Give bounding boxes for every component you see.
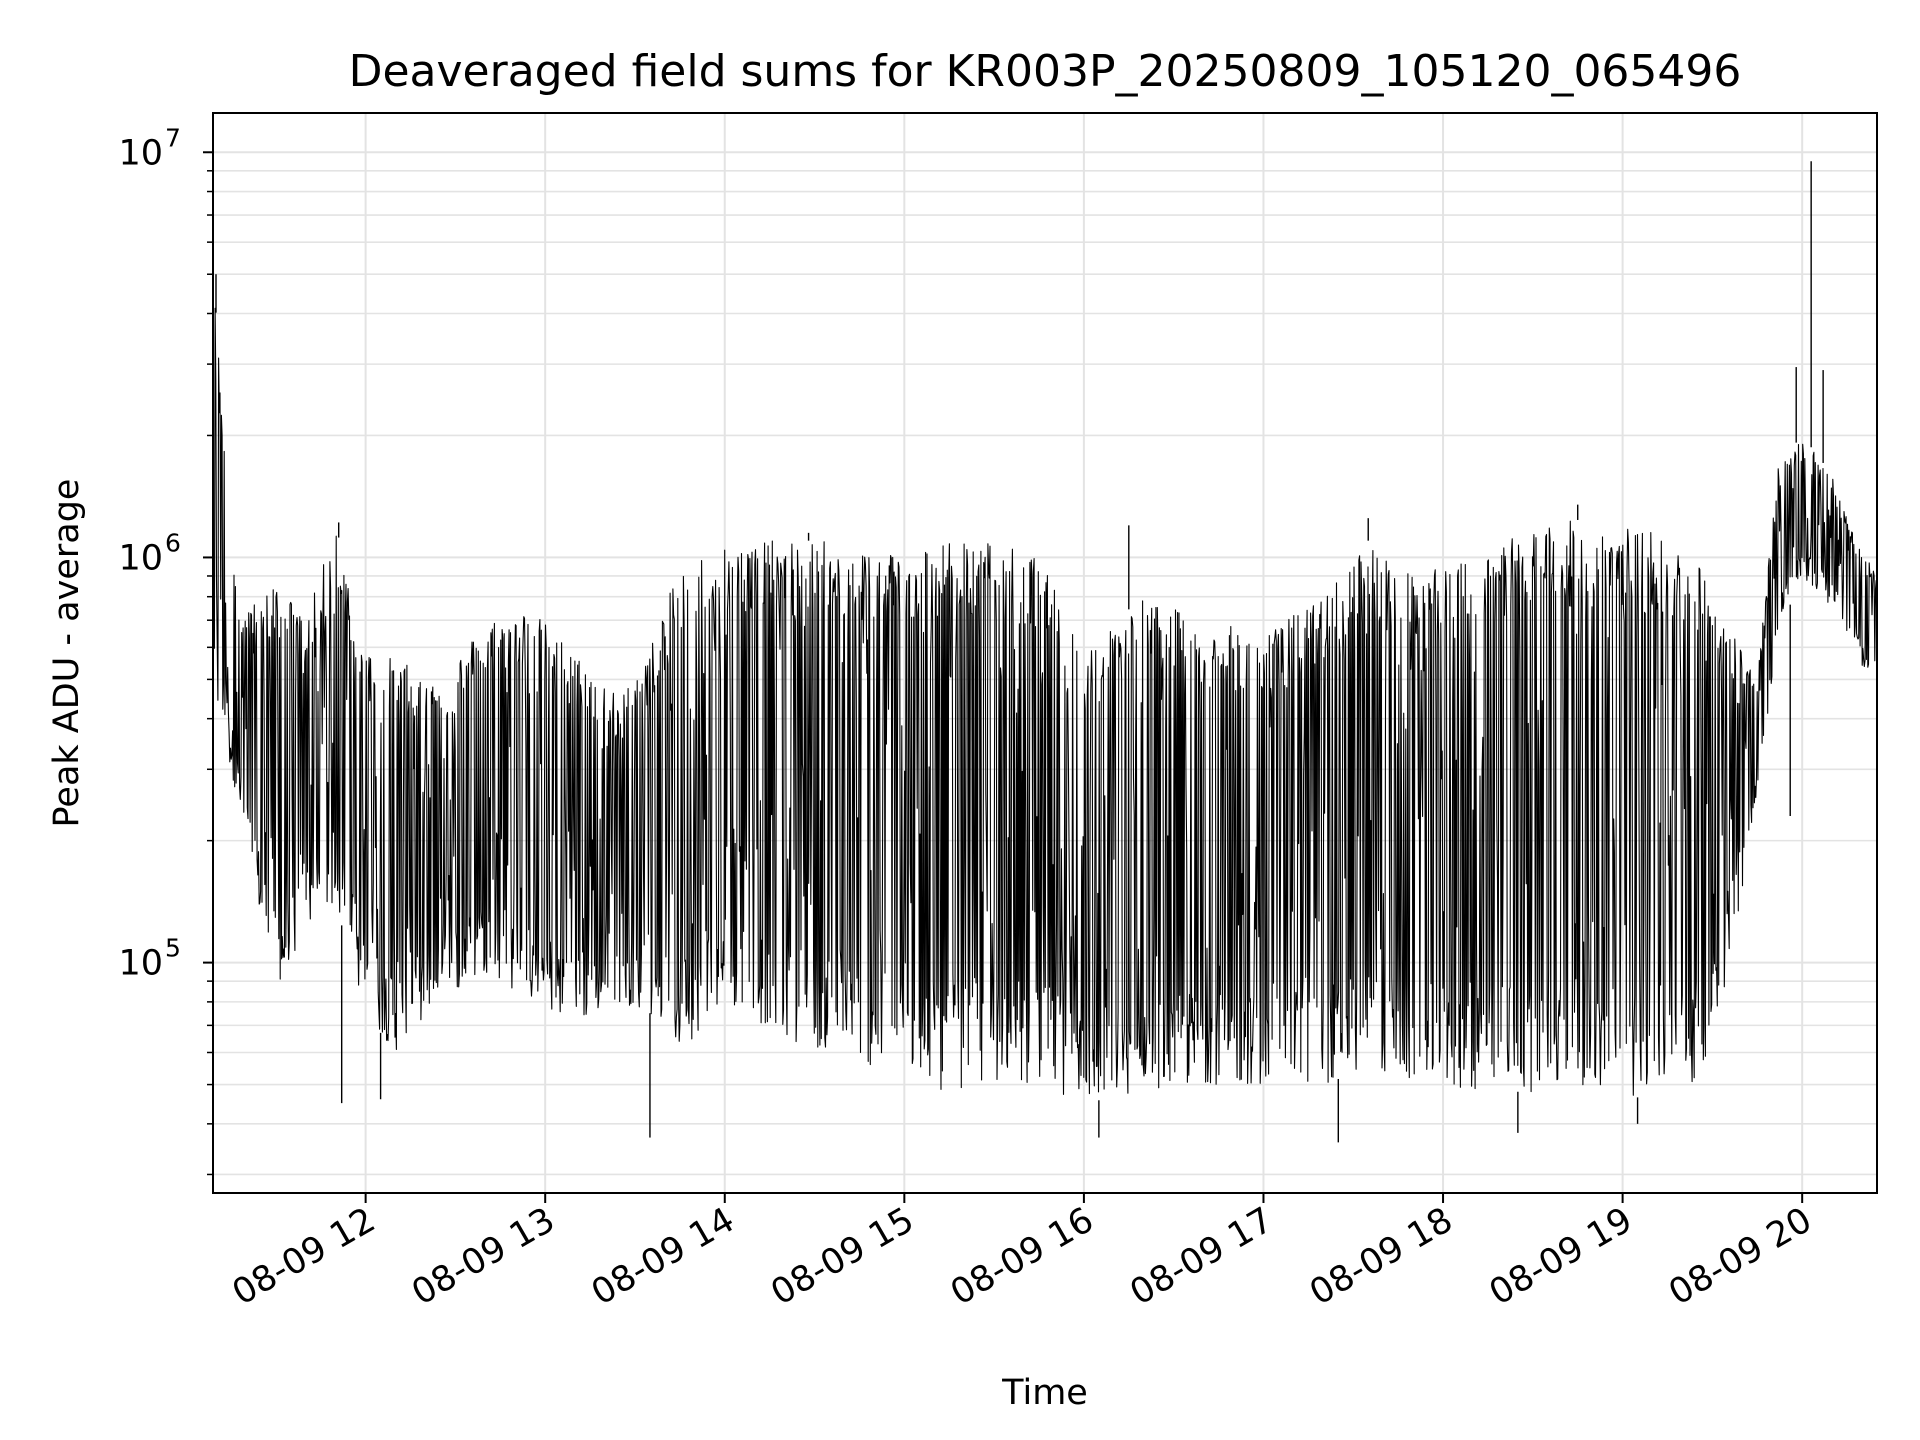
y-tick-label: 10 (118, 538, 163, 578)
y-tick-label: 10 (118, 944, 163, 984)
series-line (212, 161, 1878, 1143)
x-axis-label: Time (1001, 1373, 1088, 1413)
y-tick-label-exponent: 6 (165, 528, 181, 557)
chart-title: Deaveraged field sums for KR003P_2025080… (349, 46, 1742, 97)
series-trace (212, 307, 1878, 1096)
y-tick-label-exponent: 5 (165, 934, 181, 963)
y-tick-label-exponent: 7 (165, 123, 181, 152)
plot-frame (212, 112, 1878, 1194)
y-tick-label: 10 (118, 133, 163, 173)
y-axis-label: Peak ADU - average (47, 479, 87, 828)
